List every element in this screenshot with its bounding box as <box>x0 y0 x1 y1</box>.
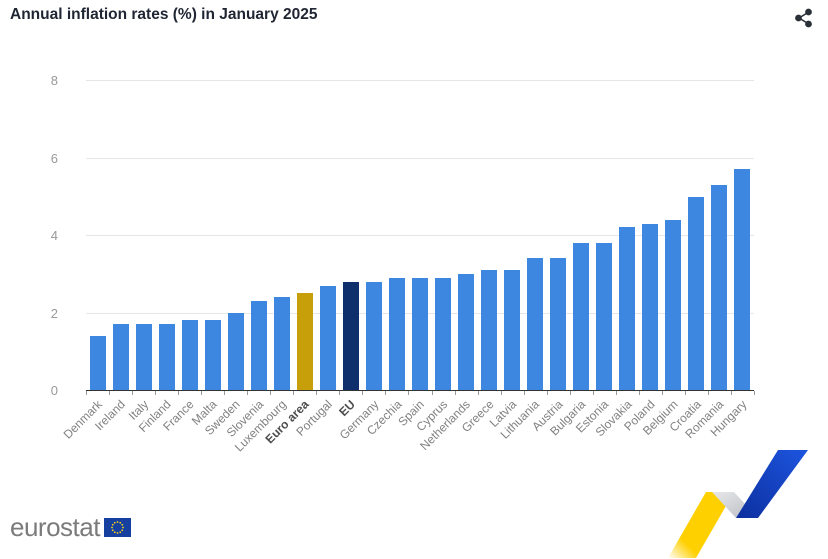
bar-netherlands[interactable] <box>458 273 475 390</box>
x-axis-tick <box>546 391 548 395</box>
x-axis-line <box>86 390 754 391</box>
x-axis-tick <box>132 391 134 395</box>
trend-ribbon-graphic <box>668 450 808 558</box>
bar-luxembourg[interactable] <box>273 297 290 390</box>
bar-slovenia[interactable] <box>250 300 267 390</box>
bar-italy[interactable] <box>135 324 152 390</box>
bar-euro-area[interactable] <box>296 293 313 390</box>
bar-croatia[interactable] <box>688 196 705 390</box>
bar-france[interactable] <box>181 320 198 390</box>
bar-lithuania[interactable] <box>527 258 544 390</box>
bar-denmark[interactable] <box>89 335 106 390</box>
bar-latvia[interactable] <box>504 270 521 390</box>
bar-spain[interactable] <box>412 277 428 390</box>
x-axis-tick <box>362 391 364 395</box>
x-axis-tick <box>661 391 663 395</box>
x-axis-tick <box>454 391 456 395</box>
y-axis-label-8: 8 <box>50 73 58 89</box>
bar-ireland[interactable] <box>112 324 129 390</box>
y-axis-label-4: 4 <box>50 228 58 244</box>
x-axis-tick <box>569 391 571 395</box>
x-axis-tick <box>523 391 525 395</box>
gridline-y-4 <box>86 235 754 237</box>
x-axis-tick <box>339 391 341 395</box>
x-axis-tick <box>707 391 709 395</box>
x-axis-tick <box>293 391 295 395</box>
x-axis-tick <box>270 391 272 395</box>
bar-estonia[interactable] <box>596 242 613 390</box>
x-axis-tick <box>247 391 249 395</box>
x-axis-tick <box>615 391 617 395</box>
gridline-y-8 <box>86 80 754 82</box>
x-axis-tick <box>155 391 157 395</box>
bar-eu[interactable] <box>342 281 359 390</box>
bar-greece[interactable] <box>481 270 498 390</box>
y-axis-label-6: 6 <box>50 150 58 166</box>
eurostat-logo-text: eurostat <box>10 512 100 542</box>
share-button[interactable] <box>792 6 816 30</box>
x-axis-tick <box>316 391 318 395</box>
chart-title: Annual inflation rates (%) in January 20… <box>10 6 318 23</box>
x-axis-tick <box>408 391 410 395</box>
y-axis-label-2: 2 <box>50 305 58 321</box>
x-axis-tick <box>385 391 387 395</box>
x-axis-tick <box>592 391 594 395</box>
x-axis-tick <box>477 391 479 395</box>
bar-hungary[interactable] <box>734 169 751 390</box>
x-axis-tick <box>178 391 180 395</box>
bar-bulgaria[interactable] <box>573 242 590 390</box>
gridline-y-6 <box>86 157 754 159</box>
bar-sweden[interactable] <box>227 312 244 390</box>
bar-cyprus[interactable] <box>435 277 452 390</box>
x-axis-tick <box>638 391 640 395</box>
bar-czechia[interactable] <box>388 277 405 390</box>
x-axis-tick <box>86 391 87 395</box>
x-axis-tick <box>684 391 686 395</box>
x-axis-tick <box>224 391 226 395</box>
eu-flag-icon <box>103 517 131 537</box>
x-axis-tick <box>109 391 111 395</box>
x-axis-tick <box>754 391 755 395</box>
bar-poland[interactable] <box>642 223 659 390</box>
bar-germany[interactable] <box>365 281 382 390</box>
bar-malta[interactable] <box>204 320 221 390</box>
x-axis-tick <box>431 391 433 395</box>
bar-romania[interactable] <box>711 184 728 390</box>
bar-slovakia[interactable] <box>619 227 636 390</box>
y-axis-label-0: 0 <box>50 383 58 398</box>
eurostat-logo[interactable]: eurostat <box>10 514 131 540</box>
share-icon <box>795 8 812 28</box>
bar-portugal[interactable] <box>319 285 336 390</box>
x-axis-tick <box>500 391 502 395</box>
x-axis-tick <box>730 391 732 395</box>
bar-finland[interactable] <box>158 324 175 390</box>
bar-austria[interactable] <box>550 258 567 390</box>
x-axis-tick <box>201 391 203 395</box>
bar-belgium[interactable] <box>665 219 682 390</box>
